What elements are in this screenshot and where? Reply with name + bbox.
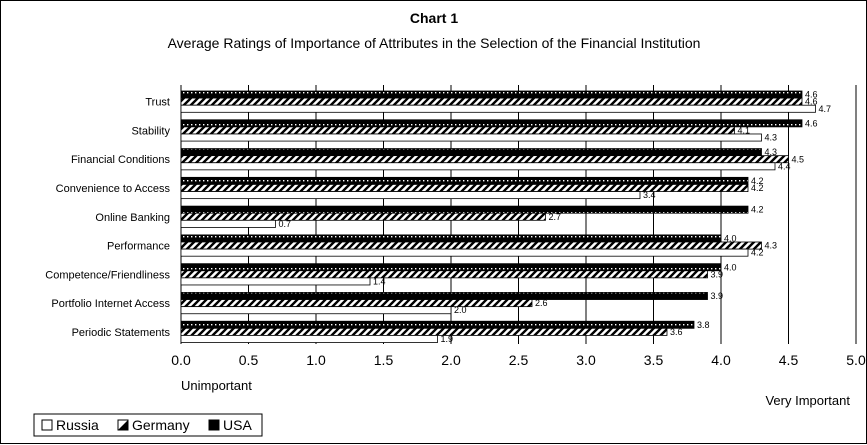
x-axis-label-unimportant: Unimportant bbox=[181, 378, 252, 393]
bar-germany-competence-friendliness bbox=[180, 270, 708, 279]
x-tick-labels: 0.0 0.5 1.0 1.5 2.0 2.5 3.0 3.5 4.0 4.5 5.0 bbox=[171, 352, 866, 368]
bar-russia-stability bbox=[180, 133, 762, 142]
x-tick-label: 1.0 bbox=[306, 352, 326, 368]
bars bbox=[180, 90, 816, 343]
bar-usa-financial-conditions bbox=[180, 148, 762, 157]
bar-usa-periodic-statements bbox=[180, 320, 695, 329]
data-label-russia-stability: 4.3 bbox=[765, 133, 778, 143]
bar-russia-portfolio-internet-access bbox=[180, 306, 452, 315]
data-label-germany-performance: 4.3 bbox=[765, 241, 778, 251]
data-label-usa-performance: 4.0 bbox=[724, 233, 737, 243]
bar-russia-periodic-statements bbox=[180, 335, 438, 343]
data-label-usa-periodic-statements: 3.8 bbox=[697, 320, 710, 330]
legend-swatch-usa bbox=[208, 419, 220, 431]
bar-germany-periodic-statements bbox=[180, 327, 668, 336]
legend-swatch-germany-fill bbox=[118, 420, 128, 430]
bar-germany-financial-conditions bbox=[180, 155, 789, 164]
bar-usa-stability bbox=[180, 119, 803, 128]
bar-germany-online-banking bbox=[180, 212, 546, 221]
legend-label-germany: Germany bbox=[132, 417, 190, 433]
chart-subtitle: Average Ratings of Importance of Attribu… bbox=[168, 35, 701, 51]
legend-label-usa: USA bbox=[223, 417, 252, 433]
data-label-germany-convenience-to-access: 4.2 bbox=[751, 183, 764, 193]
x-tick-label: 2.5 bbox=[509, 352, 529, 368]
data-label-usa-competence-friendliness: 4.0 bbox=[724, 262, 737, 272]
bar-russia-trust bbox=[180, 104, 816, 113]
x-tick-label: 2.0 bbox=[441, 352, 461, 368]
bar-usa-online-banking bbox=[180, 205, 749, 214]
bar-usa-convenience-to-access bbox=[180, 176, 749, 185]
category-label-performance: Performance bbox=[107, 241, 170, 253]
data-label-germany-trust: 4.6 bbox=[805, 97, 818, 107]
chart-title: Chart 1 bbox=[410, 10, 458, 26]
bar-russia-online-banking bbox=[180, 219, 276, 228]
data-label-germany-financial-conditions: 4.5 bbox=[792, 154, 805, 164]
data-labels: 4.64.64.74.64.14.34.34.54.44.24.23.44.22… bbox=[279, 90, 832, 344]
data-label-germany-stability: 4.1 bbox=[738, 125, 751, 135]
legend: Russia Germany USA bbox=[33, 413, 263, 437]
data-label-russia-convenience-to-access: 3.4 bbox=[643, 190, 656, 200]
data-label-germany-portfolio-internet-access: 2.6 bbox=[535, 298, 548, 308]
x-tick-label: 5.0 bbox=[846, 352, 866, 368]
x-tick-label: 3.0 bbox=[576, 352, 596, 368]
category-labels: Trust Stability Financial Conditions Conven… bbox=[45, 97, 170, 339]
data-label-russia-performance: 4.2 bbox=[751, 248, 764, 258]
x-tick-label: 4.5 bbox=[779, 352, 799, 368]
x-axis-label-very-important: Very Important bbox=[765, 393, 850, 408]
x-tick-label: 4.0 bbox=[711, 352, 731, 368]
data-label-germany-competence-friendliness: 3.9 bbox=[711, 269, 724, 279]
bar-germany-portfolio-internet-access bbox=[180, 299, 533, 308]
bar-germany-trust bbox=[180, 97, 803, 106]
data-label-russia-periodic-statements: 1.9 bbox=[441, 334, 454, 344]
data-label-usa-trust: 4.6 bbox=[805, 90, 818, 100]
data-label-russia-trust: 4.7 bbox=[819, 104, 832, 114]
bar-russia-convenience-to-access bbox=[180, 191, 641, 200]
x-tick-label: 0.0 bbox=[171, 352, 191, 368]
category-label-stability: Stability bbox=[131, 125, 170, 137]
data-label-germany-periodic-statements: 3.6 bbox=[670, 327, 683, 337]
data-label-usa-online-banking: 4.2 bbox=[751, 205, 764, 215]
data-label-usa-financial-conditions: 4.3 bbox=[765, 147, 778, 157]
bar-russia-competence-friendliness bbox=[180, 277, 371, 286]
x-tick-label: 1.5 bbox=[374, 352, 394, 368]
category-label-convenience-to-access: Convenience to Access bbox=[56, 183, 171, 195]
x-tick-label: 0.5 bbox=[239, 352, 259, 368]
data-label-usa-portfolio-internet-access: 3.9 bbox=[711, 291, 724, 301]
data-label-usa-stability: 4.6 bbox=[805, 118, 818, 128]
bar-russia-performance bbox=[180, 248, 749, 257]
category-label-periodic-statements: Periodic Statements bbox=[72, 327, 171, 339]
legend-label-russia: Russia bbox=[56, 417, 99, 433]
legend-swatch-russia bbox=[41, 419, 53, 431]
data-label-russia-portfolio-internet-access: 2.0 bbox=[454, 305, 467, 315]
bar-usa-trust bbox=[180, 90, 803, 99]
bar-germany-stability bbox=[180, 126, 735, 135]
data-label-usa-convenience-to-access: 4.2 bbox=[751, 176, 764, 186]
bar-usa-performance bbox=[180, 234, 722, 243]
bar-usa-competence-friendliness bbox=[180, 263, 722, 272]
bar-germany-convenience-to-access bbox=[180, 184, 749, 192]
x-tick-label: 3.5 bbox=[644, 352, 664, 368]
category-label-trust: Trust bbox=[145, 97, 170, 109]
data-label-russia-competence-friendliness: 1.4 bbox=[373, 276, 386, 286]
bar-germany-performance bbox=[180, 241, 762, 250]
data-label-germany-online-banking: 2.7 bbox=[549, 212, 562, 222]
data-label-russia-online-banking: 0.7 bbox=[279, 219, 292, 229]
bar-usa-portfolio-internet-access bbox=[180, 292, 708, 300]
category-label-portfolio-internet-access: Portfolio Internet Access bbox=[51, 298, 170, 310]
data-label-russia-financial-conditions: 4.4 bbox=[778, 161, 791, 171]
category-label-financial-conditions: Financial Conditions bbox=[71, 154, 171, 166]
category-label-competence-friendliness: Competence/Friendliness bbox=[45, 269, 170, 281]
category-label-online-banking: Online Banking bbox=[95, 212, 170, 224]
bar-russia-financial-conditions bbox=[180, 162, 776, 171]
legend-box bbox=[33, 413, 263, 437]
